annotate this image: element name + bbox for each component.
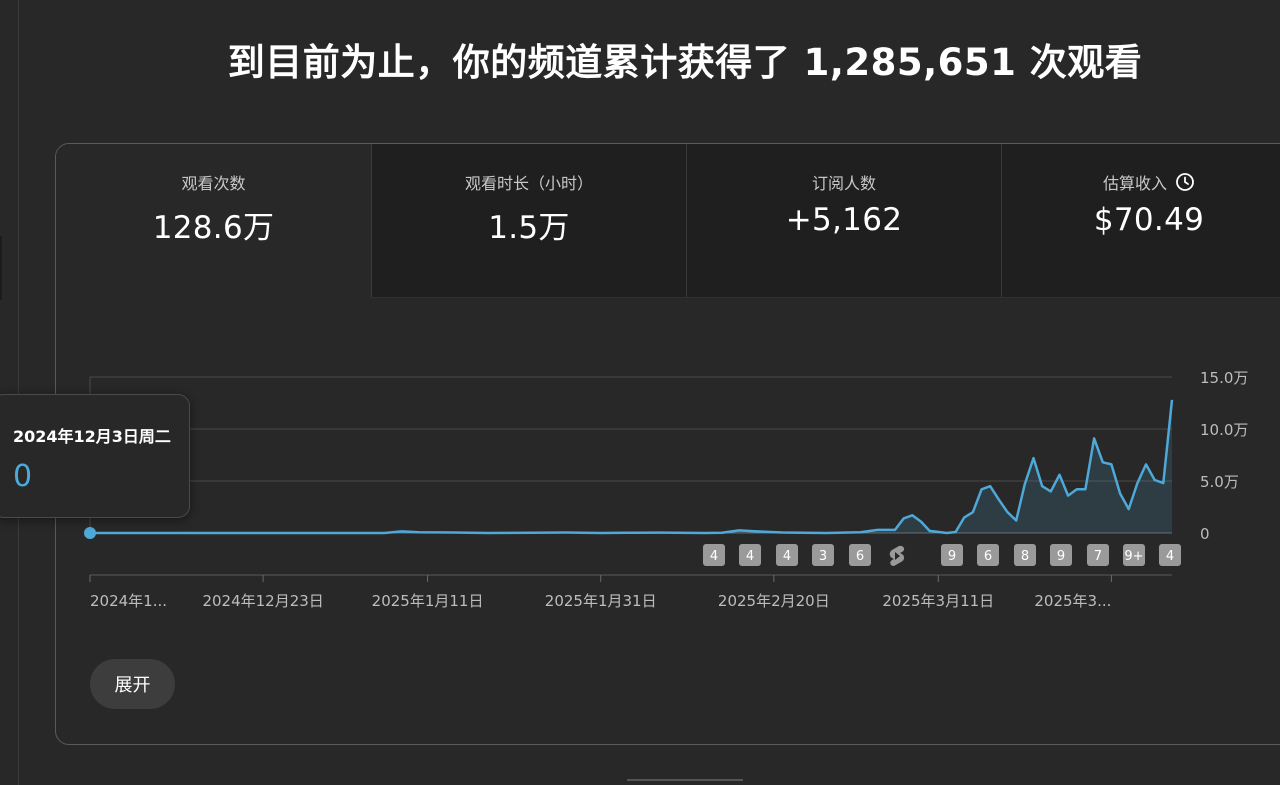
event-marker-label: 4 [1166,549,1174,564]
event-marker-label: 4 [783,549,791,564]
x-tick-label: 2025年3月11日 [882,592,994,610]
shorts-icon[interactable] [889,545,905,566]
scroll-indicator [627,779,743,781]
event-marker[interactable] [1050,544,1072,566]
tab-views-label: 观看次数 [181,174,246,193]
event-marker[interactable] [849,544,871,566]
analytics-card: 观看次数 128.6万 观看时长（小时） 1.5万 订阅人数 +5,162 估算… [55,143,1280,745]
tab-watch-time-label: 观看时长（小时） [464,174,593,193]
tab-subscribers-value: +5,162 [785,202,903,238]
event-marker[interactable] [977,544,999,566]
x-tick-label: 2025年2月20日 [718,592,830,610]
tab-subscribers[interactable]: 订阅人数 +5,162 [686,144,1001,298]
event-marker[interactable] [1123,544,1145,566]
event-marker-label: 6 [856,549,864,564]
tab-revenue-value: $70.49 [1093,202,1205,238]
left-panel-divider [18,0,19,785]
metric-tabs: 观看次数 128.6万 观看时长（小时） 1.5万 订阅人数 +5,162 估算… [56,144,1280,298]
y-tick-label: 15.0万 [1200,369,1248,387]
tab-views[interactable]: 观看次数 128.6万 [56,144,371,298]
left-panel-handle[interactable] [0,236,2,300]
expand-button[interactable]: 展开 [90,659,175,709]
tooltip-value: 0 [13,459,33,494]
event-marker-label: 9 [948,549,956,564]
tab-views-value: 128.6万 [152,210,275,246]
event-marker-label: 9+ [1124,549,1143,564]
event-marker-label: 7 [1094,549,1102,564]
event-marker[interactable] [1087,544,1109,566]
clock-icon[interactable] [1175,172,1195,192]
x-tick-label: 2024年1... [90,592,167,610]
tab-subscribers-label: 订阅人数 [811,174,876,193]
y-tick-label: 5.0万 [1200,473,1239,491]
y-tick-label: 0 [1200,525,1210,543]
event-marker[interactable] [812,544,834,566]
tab-watch-time-value: 1.5万 [488,210,570,246]
event-marker[interactable] [941,544,963,566]
page-title: 到目前为止，你的频道累计获得了 1,285,651 次观看 [227,41,1143,84]
series-area [90,399,1172,533]
event-marker[interactable] [776,544,798,566]
event-marker-label: 4 [710,549,718,564]
x-tick-label: 2024年12月23日 [202,592,323,610]
event-marker-label: 8 [1021,549,1029,564]
event-marker[interactable] [1159,544,1181,566]
event-marker[interactable] [739,544,761,566]
y-tick-label: 10.0万 [1200,421,1248,439]
series-line [90,399,1174,535]
hover-point [84,527,96,539]
event-marker-label: 6 [984,549,992,564]
chart-tooltip: 2024年12月3日周二 0 [0,394,190,518]
x-tick-label: 2025年1月31日 [545,592,657,610]
event-marker-label: 4 [746,549,754,564]
tab-revenue-label: 估算收入 [1102,174,1167,193]
x-tick-label: 2025年3... [1034,592,1111,610]
event-marker-label: 3 [819,549,827,564]
tooltip-date: 2024年12月3日周二 [13,427,171,446]
event-marker-label: 9 [1057,549,1065,564]
x-tick-label: 2025年1月11日 [372,592,484,610]
tab-revenue[interactable]: 估算收入 $70.49 [1001,144,1280,298]
tab-watch-time[interactable]: 观看时长（小时） 1.5万 [371,144,686,298]
event-marker[interactable] [1014,544,1036,566]
event-marker[interactable] [703,544,725,566]
